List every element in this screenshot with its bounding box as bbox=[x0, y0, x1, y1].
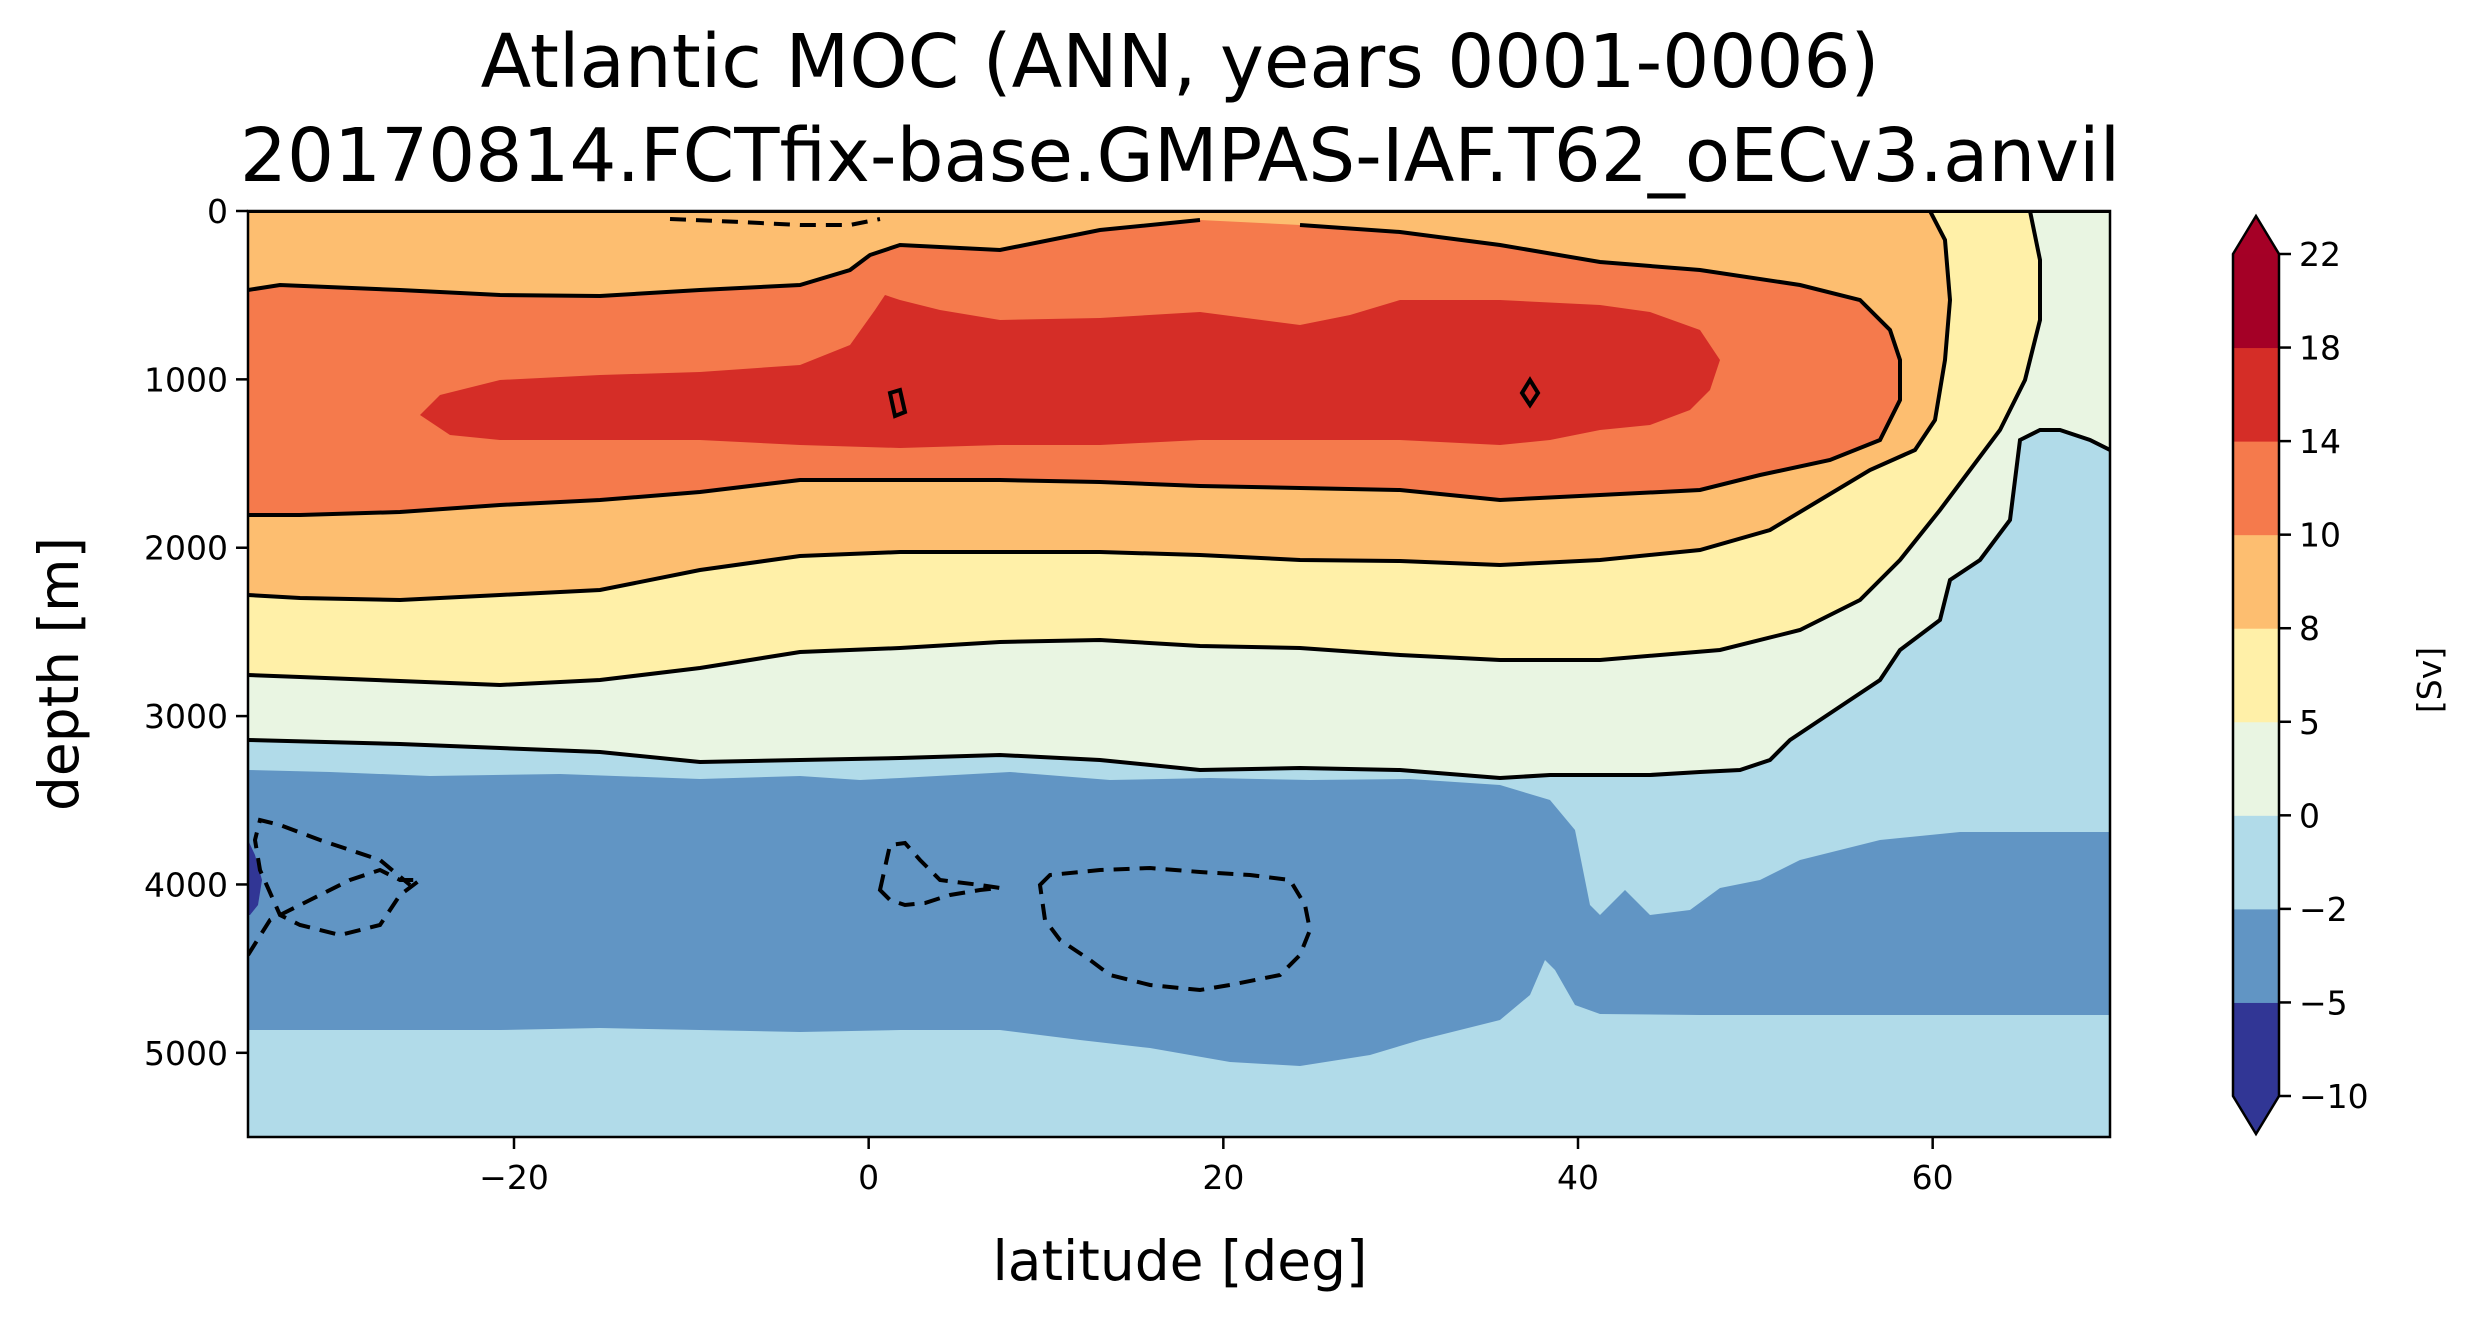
contour-line-14b bbox=[248, 218, 1201, 299]
contour-line-18-b bbox=[1519, 376, 1541, 409]
plot-area bbox=[248, 211, 2110, 1137]
colorbar-segment bbox=[2233, 1002, 2279, 1097]
colorbar-segment bbox=[2233, 908, 2279, 1003]
colorbar-label: [Sv] bbox=[2410, 647, 2449, 713]
x-ticks: −20 0 20 40 60 bbox=[479, 1137, 1954, 1197]
colorbar-segment bbox=[2233, 254, 2279, 349]
x-axis-label: latitude [deg] bbox=[992, 1229, 1367, 1293]
y-tick-label: 5000 bbox=[144, 1034, 228, 1073]
contour-line-10 bbox=[248, 211, 1953, 603]
x-tick-label: 40 bbox=[1557, 1158, 1599, 1197]
dashed-contour-mid bbox=[1037, 865, 1313, 993]
colorbar-tick-label: 0 bbox=[2299, 796, 2320, 835]
y-tick-label: 2000 bbox=[144, 529, 228, 568]
x-tick-label: −20 bbox=[479, 1158, 549, 1197]
colorbar-segment bbox=[2233, 815, 2279, 910]
colorbar-tick-label: −2 bbox=[2299, 890, 2348, 929]
colorbar-tick-label: 18 bbox=[2299, 329, 2341, 368]
colorbar-tick-label: 22 bbox=[2299, 235, 2341, 274]
dashed-contour-eq bbox=[877, 840, 1001, 908]
colorbar-tick-label: −5 bbox=[2299, 983, 2348, 1022]
chart-title: Atlantic MOC (ANN, years 0001-0006) bbox=[481, 19, 1880, 105]
contour-line-14 bbox=[248, 223, 1902, 517]
x-tick-label: 0 bbox=[858, 1158, 879, 1197]
y-tick-label: 0 bbox=[207, 192, 228, 231]
negative-contours bbox=[248, 217, 1313, 993]
plot-frame bbox=[246, 209, 2112, 1139]
y-axis-label: depth [m] bbox=[27, 537, 91, 811]
y-tick-label: 1000 bbox=[144, 360, 228, 399]
colorbar-tick-label: 5 bbox=[2299, 703, 2320, 742]
band-14-18 bbox=[420, 295, 1720, 448]
chart-subtitle: 20170814.FCTfix-base.GMPAS-IAF.T62_oECv3… bbox=[240, 113, 2120, 199]
contour-lines bbox=[248, 211, 2110, 781]
colorbar-tick-label: 8 bbox=[2299, 609, 2320, 648]
colorbar-segment bbox=[2233, 441, 2279, 536]
contour-line-8 bbox=[248, 211, 2042, 688]
colorbar-extend-low bbox=[2233, 1096, 2279, 1134]
band-neg5-neg2 bbox=[248, 770, 2110, 1066]
x-tick-label: 60 bbox=[1912, 1158, 1954, 1197]
y-tick-label: 4000 bbox=[144, 865, 228, 904]
colorbar-segment bbox=[2233, 534, 2279, 629]
colorbar: −10 −5 −2 0 5 8 10 14 18 22 bbox=[2231, 213, 2369, 1137]
colorbar-segment bbox=[2233, 721, 2279, 816]
colorbar-extend-high bbox=[2233, 216, 2279, 254]
contour-line-5 bbox=[248, 428, 2110, 781]
colorbar-segment bbox=[2233, 628, 2279, 723]
x-tick-label: 20 bbox=[1202, 1158, 1244, 1197]
colorbar-tick-label: 10 bbox=[2299, 516, 2341, 555]
colorbar-segment bbox=[2233, 347, 2279, 442]
contour-line-18-a bbox=[887, 387, 908, 419]
dashed-contour-west bbox=[248, 817, 426, 957]
colorbar-tick-label: 14 bbox=[2299, 422, 2341, 461]
colorbar-tick-label: −10 bbox=[2299, 1077, 2369, 1116]
y-tick-label: 3000 bbox=[144, 697, 228, 736]
band-below-neg5 bbox=[248, 840, 262, 915]
y-ticks: 0 1000 2000 3000 4000 5000 bbox=[144, 192, 248, 1073]
dashed-contour-surface bbox=[669, 217, 881, 227]
